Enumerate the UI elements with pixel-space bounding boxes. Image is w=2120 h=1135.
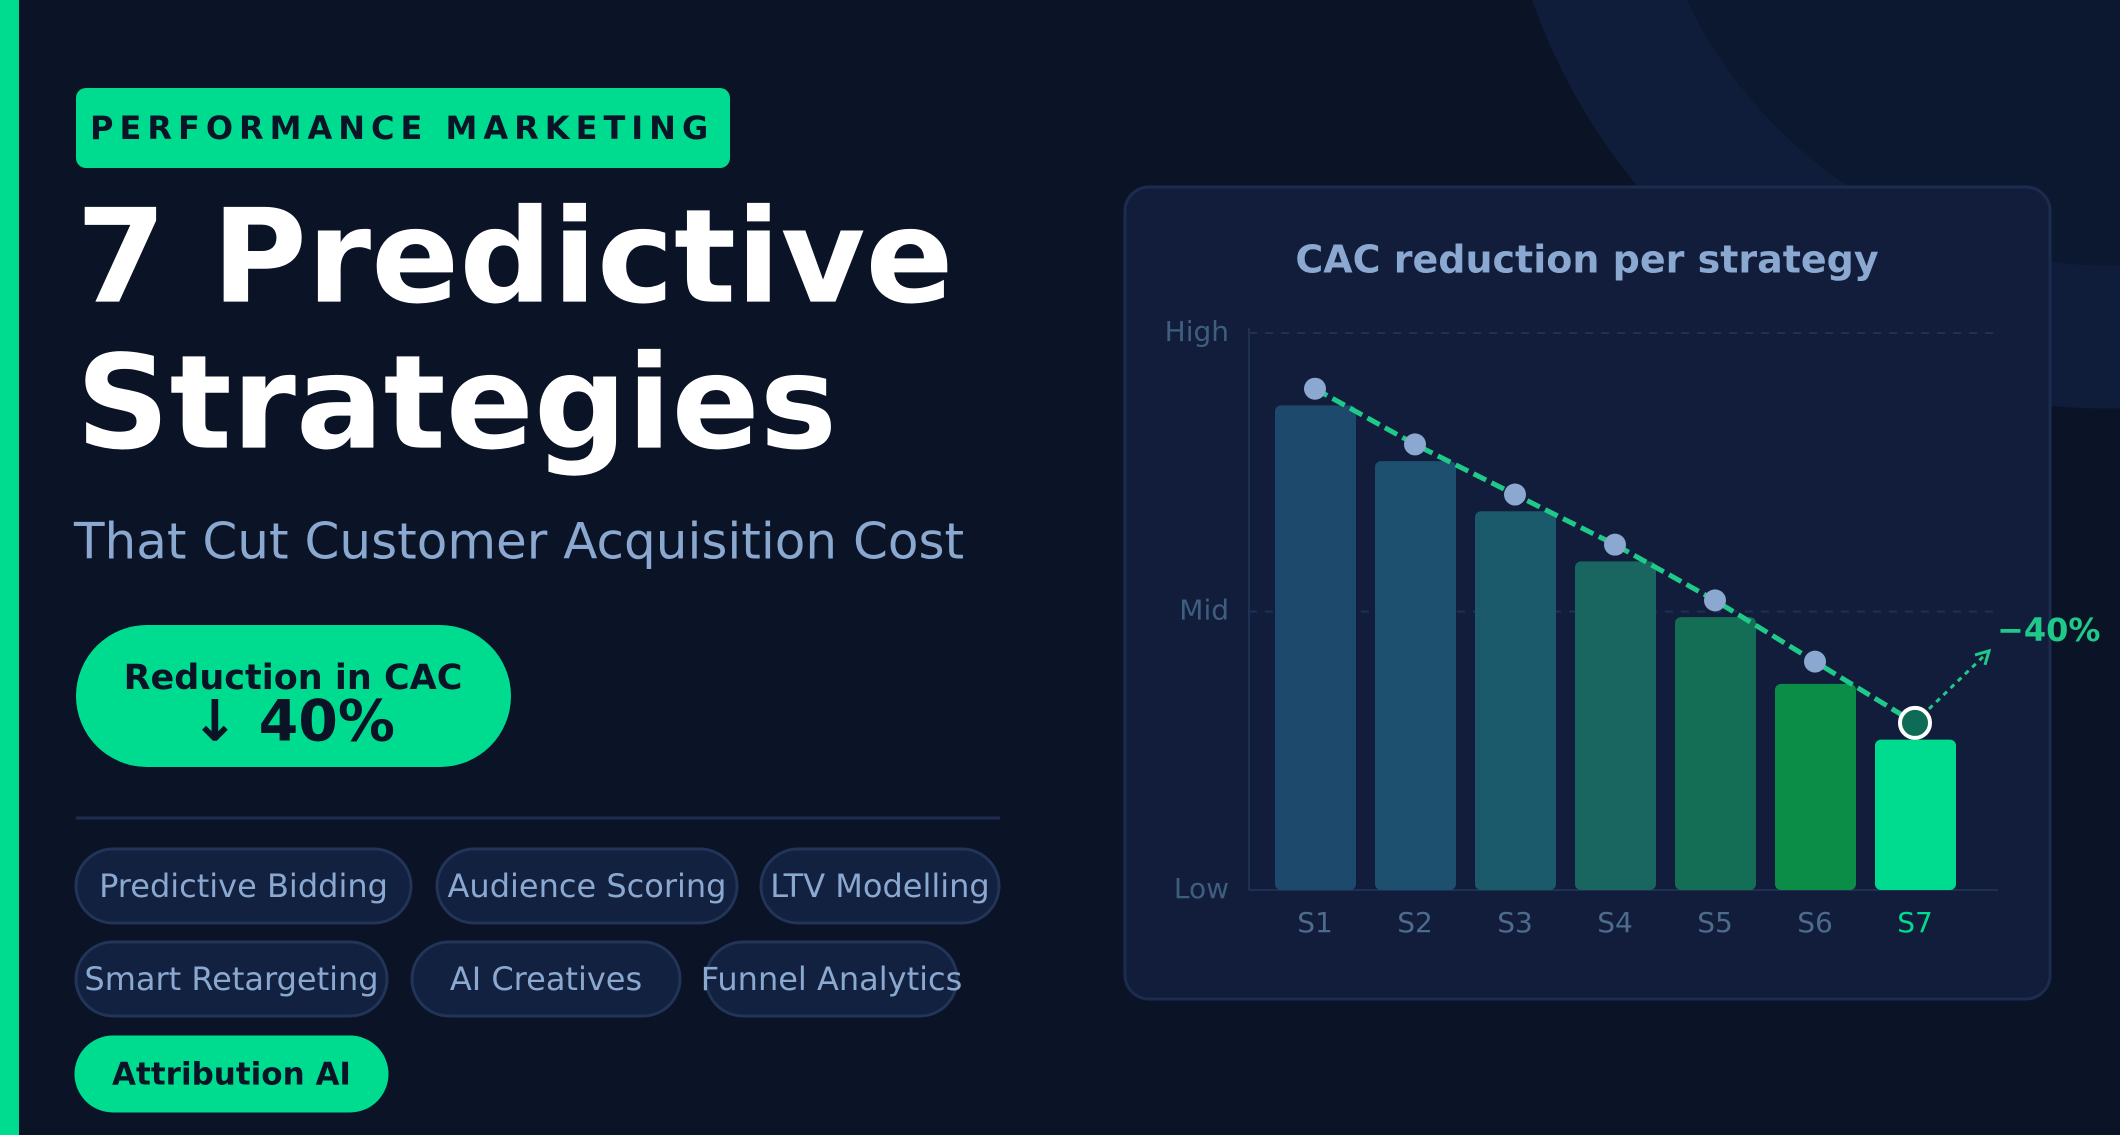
bar	[1675, 617, 1756, 890]
tag-list: Predictive Bidding Audience Scoring LTV Mo…	[74, 847, 1001, 1113]
tag-pill[interactable]	[74, 940, 389, 1018]
trend-point	[1404, 433, 1426, 456]
x-tick-label: S1	[1297, 906, 1333, 939]
tag-label: AI Creatives	[450, 960, 642, 998]
bar	[1475, 511, 1556, 890]
plot: Low Mid High S1 S2 S3 S4 S5 S6 S7 −40%	[1165, 315, 2101, 939]
trend-point	[1898, 705, 1932, 740]
trend-point	[1304, 377, 1326, 400]
tag-pill[interactable]	[704, 940, 959, 1018]
stat-label: Reduction in CAC	[124, 658, 463, 698]
bar	[1875, 739, 1956, 890]
tag-pill[interactable]	[759, 847, 1001, 925]
tag-label: Attribution AI	[112, 1057, 351, 1093]
tag-label: Audience Scoring	[448, 867, 727, 905]
y-tick-label: Mid	[1179, 594, 1229, 627]
stat-pill	[76, 625, 511, 767]
annotation: −40%	[1997, 611, 2100, 649]
trend-point	[1504, 483, 1526, 506]
bar	[1775, 683, 1856, 890]
accent-bar	[0, 0, 19, 1135]
tag-pill[interactable]	[74, 847, 413, 925]
tag-label: Smart Retargeting	[84, 960, 378, 998]
annotation-arrow	[1927, 653, 1987, 710]
tag-label: LTV Modelling	[770, 867, 989, 905]
trend-point	[1804, 650, 1826, 673]
trend-point	[1704, 589, 1726, 612]
x-tick-label: S4	[1597, 906, 1633, 939]
tag-pill[interactable]	[435, 847, 739, 925]
bar	[1275, 405, 1356, 890]
x-tick-label: S7	[1897, 906, 1933, 939]
badge	[76, 88, 730, 168]
tag-pill[interactable]	[74, 1035, 389, 1113]
stat-value: ↓ 40%	[191, 689, 395, 755]
x-tick-label: S5	[1697, 906, 1733, 939]
tag-label: Predictive Bidding	[99, 867, 388, 905]
y-tick-label: High	[1165, 315, 1229, 348]
tag-pill[interactable]	[410, 940, 682, 1018]
trend-point	[1604, 533, 1626, 556]
bar	[1575, 561, 1656, 890]
title-line: 7 Predictive	[76, 181, 954, 333]
title-line: Strategies	[76, 327, 837, 479]
x-tick-label: S2	[1397, 906, 1433, 939]
annotation-arrowhead	[1974, 648, 1992, 666]
subtitle: That Cut Customer Acquisition Cost	[73, 513, 964, 571]
badge-text: PERFORMANCE MARKETING	[90, 109, 714, 147]
chart-title: CAC reduction per strategy	[1295, 238, 1879, 282]
bar	[1375, 461, 1456, 890]
x-tick-label: S3	[1497, 906, 1533, 939]
x-tick-label: S6	[1797, 906, 1833, 939]
tag-label: Funnel Analytics	[701, 960, 963, 998]
y-tick-label: Low	[1174, 872, 1229, 905]
